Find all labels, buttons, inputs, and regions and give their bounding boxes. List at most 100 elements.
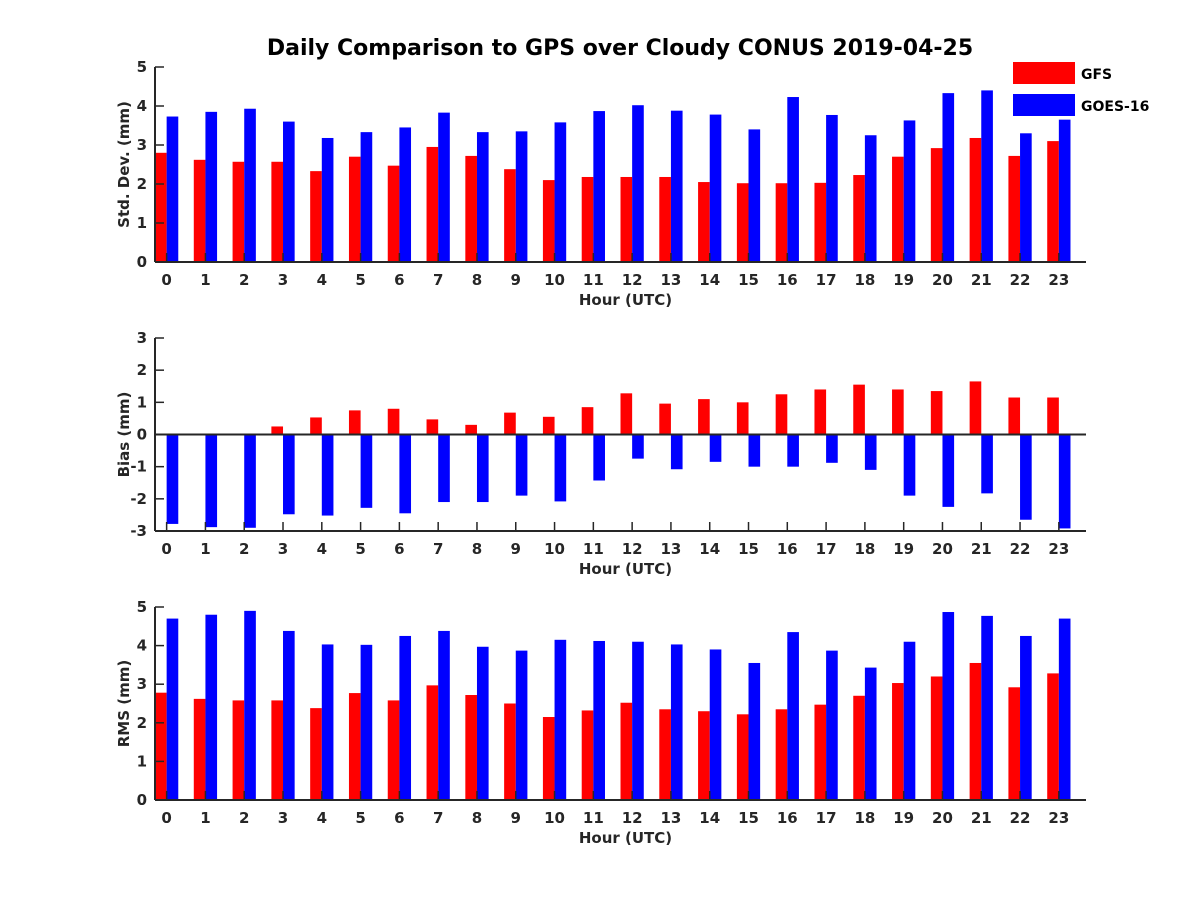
x-tick-label-rms-8: 8 [472,809,482,827]
bar-rms-gfs-13 [659,709,671,800]
bar-bias-goes16-15 [748,434,761,467]
bar-std-dev-gfs-12 [620,176,633,262]
y-tick-label-rms-0: 0 [137,791,147,809]
bar-bias-gfs-18 [853,384,865,435]
bar-bias-gfs-6 [387,408,400,435]
x-tick-label-bias-13: 13 [660,540,681,558]
bar-rms-gfs-6 [387,700,400,800]
x-tick-label-rms-18: 18 [854,809,875,827]
x-tick-label-std-dev-13: 13 [660,271,681,289]
bar-rms-gfs-7 [426,685,439,800]
bar-std-dev-gfs-16 [775,183,788,262]
bar-rms-gfs-17 [814,704,827,800]
bar-rms-gfs-20 [930,676,943,800]
x-tick-label-std-dev-16: 16 [777,271,798,289]
bar-bias-gfs-9 [504,412,516,435]
legend-swatch-goes16 [1013,94,1075,116]
y-tick-label-std-dev-1: 1 [137,214,147,232]
bar-bias-goes16-12 [632,434,644,459]
bar-bias-goes16-18 [864,434,877,470]
bar-bias-gfs-7 [426,419,439,435]
x-tick-label-rms-1: 1 [200,809,210,827]
bar-std-dev-gfs-17 [814,182,827,262]
bar-bias-gfs-3 [271,426,284,435]
bar-std-dev-goes16-7 [438,112,450,262]
bar-bias-goes16-9 [515,434,528,496]
x-tick-label-bias-11: 11 [583,540,604,558]
x-tick-label-bias-17: 17 [816,540,837,558]
chart-title: Daily Comparison to GPS over Cloudy CONU… [267,36,973,61]
bar-rms-goes16-0 [166,618,179,800]
bar-rms-goes16-11 [593,640,605,800]
x-tick-label-bias-23: 23 [1048,540,1069,558]
x-tick-label-std-dev-18: 18 [854,271,875,289]
bar-rms-goes16-2 [244,610,256,800]
bar-std-dev-goes16-15 [748,129,761,262]
x-tick-label-bias-1: 1 [200,540,210,558]
x-tick-label-std-dev-23: 23 [1048,271,1069,289]
x-tick-label-rms-17: 17 [816,809,837,827]
bar-bias-goes16-3 [283,434,295,515]
y-tick-label-bias--1: -1 [130,458,147,476]
bar-rms-gfs-15 [736,714,749,800]
bar-std-dev-gfs-9 [504,169,516,262]
x-tick-label-rms-9: 9 [511,809,521,827]
bar-bias-goes16-20 [942,434,955,507]
bar-bias-goes16-0 [166,434,179,524]
bar-bias-gfs-5 [348,410,361,435]
bar-rms-gfs-0 [155,692,167,800]
bar-bias-goes16-14 [709,434,722,462]
bar-std-dev-goes16-19 [903,120,916,263]
bar-bias-goes16-2 [244,434,256,528]
x-tick-label-rms-23: 23 [1048,809,1069,827]
bar-rms-goes16-7 [438,630,450,800]
bar-rms-gfs-21 [969,662,982,800]
bar-rms-goes16-3 [283,630,295,800]
y-tick-label-bias-3: 3 [137,329,147,347]
bar-std-dev-gfs-7 [426,146,439,262]
y-tick-label-std-dev-4: 4 [137,97,147,115]
bar-rms-goes16-17 [826,650,838,800]
bar-bias-goes16-6 [399,434,412,514]
x-tick-label-std-dev-11: 11 [583,271,604,289]
bar-rms-gfs-8 [465,695,477,800]
x-tick-label-bias-6: 6 [394,540,404,558]
x-tick-label-std-dev-19: 19 [893,271,914,289]
legend: GFS GOES-16 [1013,62,1149,116]
x-tick-label-std-dev-12: 12 [622,271,643,289]
bar-rms-gfs-22 [1008,687,1021,800]
legend-label-gfs: GFS [1081,67,1112,83]
x-tick-label-bias-19: 19 [893,540,914,558]
legend-swatch-gfs [1013,62,1075,84]
bar-std-dev-goes16-23 [1058,119,1071,263]
y-tick-label-std-dev-5: 5 [137,58,147,76]
x-tick-label-std-dev-9: 9 [511,271,521,289]
x-tick-label-rms-21: 21 [971,809,992,827]
bar-bias-gfs-16 [775,394,788,435]
bar-std-dev-gfs-6 [387,165,400,262]
x-tick-label-bias-22: 22 [1010,540,1031,558]
x-tick-label-rms-0: 0 [161,809,171,827]
x-tick-label-std-dev-1: 1 [200,271,210,289]
bar-bias-goes16-1 [205,434,218,528]
bar-std-dev-goes16-4 [321,137,334,262]
x-tick-label-bias-8: 8 [472,540,482,558]
bar-std-dev-gfs-23 [1047,141,1059,262]
y-tick-label-bias--3: -3 [130,522,147,540]
bar-bias-goes16-8 [476,434,489,503]
bar-std-dev-goes16-9 [515,131,528,262]
bar-std-dev-goes16-8 [476,132,489,262]
bar-rms-goes16-18 [864,667,877,800]
x-tick-label-rms-11: 11 [583,809,604,827]
x-tick-label-rms-6: 6 [394,809,404,827]
x-tick-label-std-dev-20: 20 [932,271,953,289]
bar-std-dev-gfs-14 [698,182,710,262]
x-tick-label-rms-3: 3 [278,809,288,827]
bar-std-dev-gfs-4 [310,171,322,262]
bar-std-dev-goes16-21 [981,90,993,263]
x-tick-label-bias-3: 3 [278,540,288,558]
x-tick-label-rms-19: 19 [893,809,914,827]
bar-rms-goes16-10 [554,639,567,800]
bar-rms-gfs-1 [193,698,206,800]
